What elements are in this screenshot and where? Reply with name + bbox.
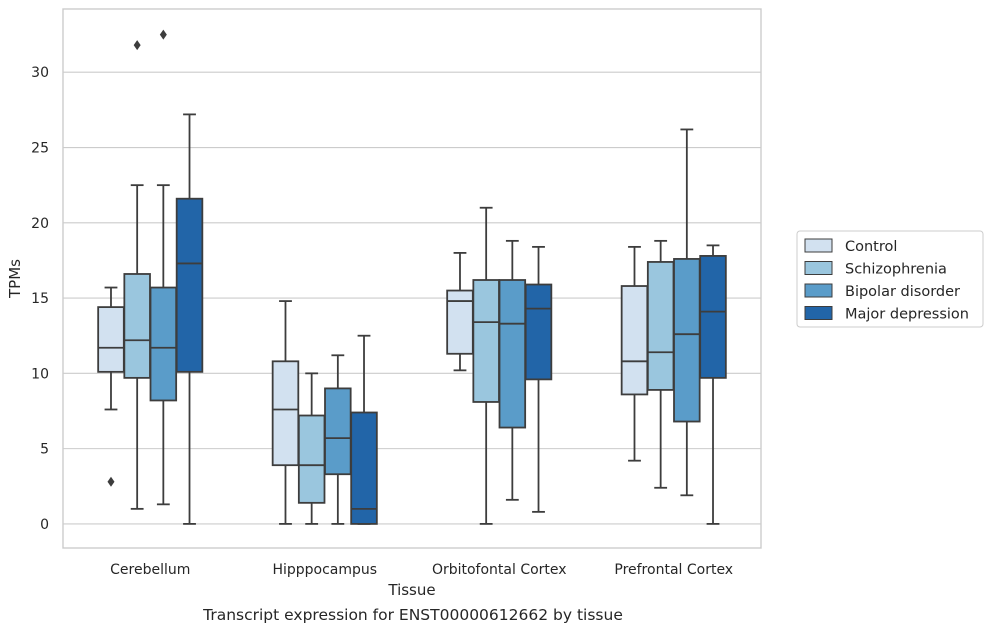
box-body — [97, 306, 125, 373]
legend-label: Schizophrenia — [845, 262, 947, 278]
box-schizophrenia — [646, 239, 675, 489]
box-schizophrenia — [472, 206, 500, 525]
box-body — [350, 411, 378, 525]
legend: Control Schizophrenia Bipolar disorder Majo… — [796, 230, 984, 328]
box-body — [123, 273, 151, 379]
box-schizophrenia — [123, 40, 151, 510]
legend-swatch — [804, 283, 833, 298]
y-tick-label: 25 — [31, 141, 49, 157]
legend-label: Major depression — [845, 307, 969, 323]
box-body — [524, 283, 553, 381]
legend-label: Control — [845, 239, 897, 255]
box-control — [620, 245, 649, 462]
outlier-point — [107, 476, 115, 487]
x-tick-label: Prefrontal Cortex — [614, 562, 733, 578]
x-tick-label: Orbitofontal Cortex — [432, 562, 567, 578]
legend-swatch — [804, 261, 833, 275]
box-major-depression — [175, 113, 204, 525]
x-tick-label: Hipppocampus — [272, 562, 377, 578]
box-control — [97, 286, 125, 487]
y-tick-label: 20 — [31, 216, 49, 232]
y-tick-label: 5 — [40, 442, 49, 458]
y-tick-label: 0 — [40, 517, 49, 533]
box-control — [271, 300, 300, 525]
y-tick-label: 30 — [31, 65, 49, 81]
box-bipolar-disorder — [673, 128, 701, 497]
y-tick-label: 15 — [31, 291, 49, 307]
y-axis-label: TPMs — [6, 259, 24, 299]
box-body — [620, 285, 649, 396]
outlier-point — [133, 40, 141, 51]
box-body — [472, 279, 500, 403]
box-body — [673, 258, 701, 423]
box-groups — [97, 29, 727, 525]
box-body — [646, 261, 675, 391]
box-major-depression — [350, 334, 378, 525]
box-bipolar-disorder — [498, 239, 527, 501]
box-body — [498, 279, 527, 429]
box-control — [446, 252, 474, 372]
box-body — [175, 197, 204, 373]
box-body — [324, 387, 352, 476]
box-major-depression — [699, 244, 727, 525]
x-tick-labels: Cerebellum Hipppocampus Orbitofontal Corte… — [110, 562, 733, 578]
y-tick-labels: 0 5 10 15 20 25 30 — [31, 65, 49, 533]
y-tick-label: 10 — [31, 366, 49, 382]
box-body — [149, 286, 178, 402]
legend-swatch — [804, 306, 833, 320]
figure-caption: Transcript expression for ENST0000061266… — [203, 606, 623, 624]
box-body — [699, 255, 727, 379]
box-bipolar-disorder — [149, 29, 178, 506]
box-bipolar-disorder — [324, 354, 352, 525]
legend-label: Bipolar disorder — [845, 284, 960, 300]
box-schizophrenia — [297, 372, 326, 525]
outlier-point — [159, 29, 167, 40]
legend-frame — [796, 230, 984, 328]
box-body — [446, 289, 474, 355]
x-axis-label: Tissue — [387, 581, 435, 599]
box-major-depression — [524, 245, 553, 513]
x-tick-label: Cerebellum — [110, 562, 190, 578]
plot-frame — [62, 8, 762, 549]
legend-swatch — [804, 238, 833, 253]
box-body — [271, 360, 300, 467]
box-body — [297, 414, 326, 504]
